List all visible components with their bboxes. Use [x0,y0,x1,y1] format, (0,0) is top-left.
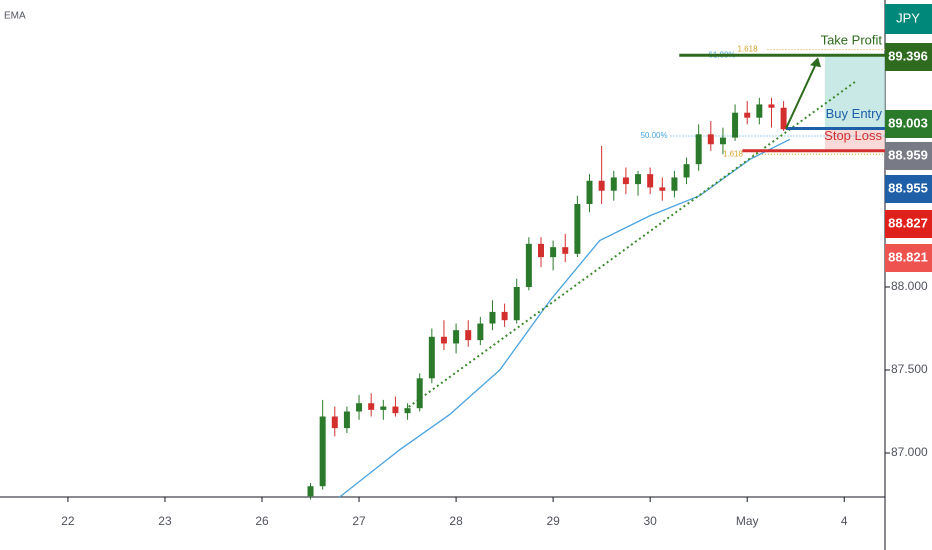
price-tag-label: 88.827 [888,215,928,230]
candle-body [356,403,363,412]
loss-zone [824,128,885,151]
price-tag-label: 88.821 [888,249,928,264]
candle-body [768,104,775,108]
candle-body [368,403,375,410]
level-label: Stop Loss [824,128,882,143]
x-tick-label: 23 [158,514,172,528]
candle-body [659,187,666,191]
candle-body [380,406,387,410]
candle-body [465,330,472,341]
candle-body [489,311,496,324]
price-tag [885,142,932,170]
price-tag-label: 89.003 [888,115,928,130]
candle-body [671,177,678,191]
x-tick-label: 29 [546,514,560,528]
level-label: Take Profit [821,33,883,48]
price-tag [885,244,932,272]
candle-body [756,104,763,118]
candle-body [598,180,605,191]
candle-body [513,287,520,321]
price-tag [885,175,932,203]
arrow [785,58,819,129]
candle-body [610,177,617,191]
candle-body [440,336,447,344]
profit-zone [824,55,885,129]
price-tag-label: 88.955 [888,180,928,195]
candle-body [647,174,654,188]
candle-body [453,330,460,344]
price-tag [885,43,932,71]
candle-body [331,416,338,429]
price-tag [885,210,932,238]
candle-body [622,177,629,185]
candle-body [635,174,642,185]
candle-body [707,134,714,145]
x-tick-label: 30 [643,514,657,528]
indicator-label: EMA [4,11,26,22]
candle-body [562,247,569,254]
candle-body [525,243,532,288]
fib-label: 1.618 [723,149,744,158]
level-label: Buy Entry [826,106,883,121]
candle-body [550,247,557,258]
price-tag-label: 88.959 [888,147,928,162]
arrow-head [810,57,821,68]
y-tick-label: 87.500 [891,362,928,376]
candle-body [744,112,751,118]
candle-body [695,134,702,165]
candle-body [574,204,581,254]
x-tick-label: 4 [841,514,848,528]
symbol-label: JPY [896,10,920,25]
x-tick-label: 28 [449,514,463,528]
candle-body [319,416,326,487]
candle-body [477,323,484,341]
candle-body [537,243,544,258]
candle-body [501,311,508,321]
price-tag [885,110,932,138]
y-tick-label: 87.000 [891,445,928,459]
candle-body [404,408,411,414]
candle-body [428,336,435,379]
symbol-tag [885,4,932,34]
candle-body [586,180,593,205]
candle-body [780,107,787,130]
candle-body [683,164,690,178]
y-tick-label: 88.000 [891,279,928,293]
price-tag-label: 89.396 [888,48,928,63]
x-tick-label: 26 [255,514,269,528]
candle-body [343,411,350,429]
fib-label: 1.618 [738,45,759,54]
candle-body [719,137,726,145]
candle-body [392,406,399,414]
fib-label: 50.00% [640,131,667,140]
x-tick-label: 22 [61,514,75,528]
x-tick-label: May [736,514,759,528]
candle-body [732,112,739,138]
candle-body [307,486,314,497]
candle-body [416,378,423,409]
x-tick-label: 27 [352,514,366,528]
